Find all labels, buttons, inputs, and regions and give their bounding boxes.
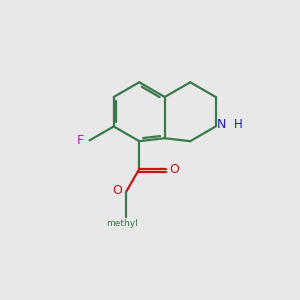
- Text: O: O: [112, 184, 122, 197]
- Text: H: H: [233, 118, 242, 131]
- Text: N: N: [217, 118, 226, 131]
- Text: O: O: [169, 163, 179, 176]
- Text: F: F: [77, 134, 84, 147]
- Text: methyl: methyl: [106, 219, 137, 228]
